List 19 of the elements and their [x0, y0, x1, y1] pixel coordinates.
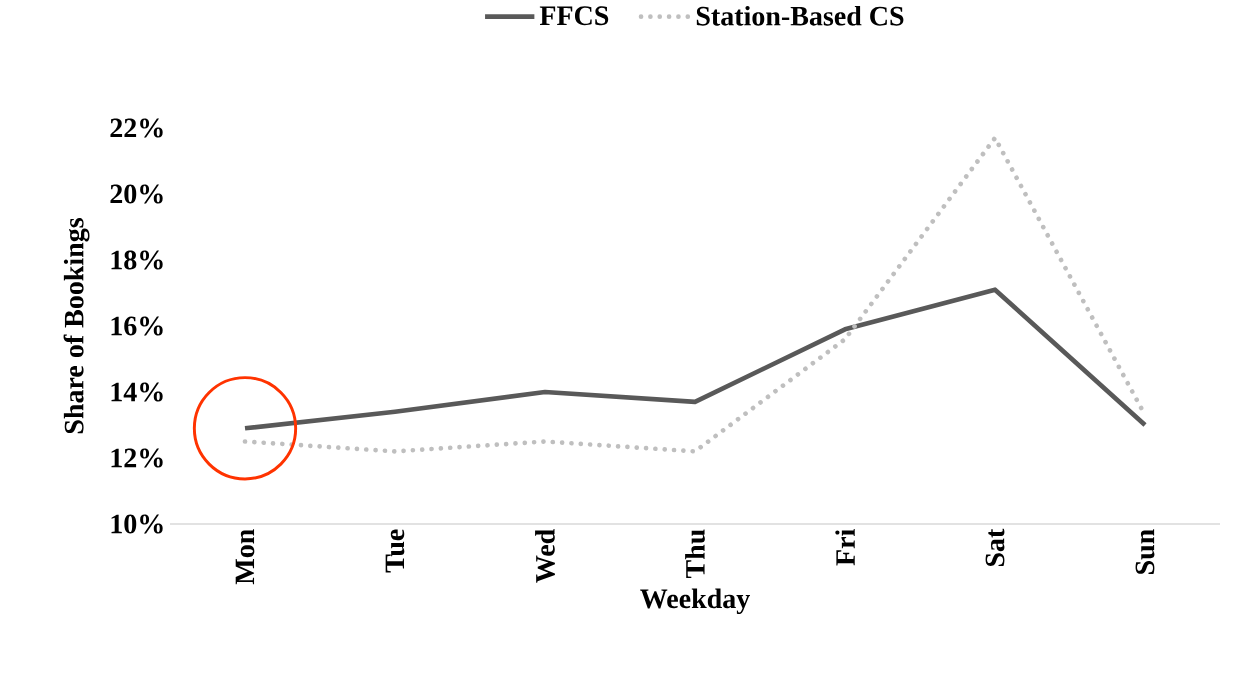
y-axis-title: Share of Bookings [63, 218, 90, 434]
x-tick-label: Sun [1135, 529, 1155, 574]
x-tick-label: Wed [535, 529, 555, 583]
legend-label: FFCS [539, 6, 609, 26]
y-tick-label: 10% [111, 514, 163, 534]
y-tick-label: 20% [110, 184, 163, 204]
x-tick-label: Sat [985, 528, 1005, 567]
x-tick-label: Mon [235, 529, 255, 585]
x-tick-label: Tue [385, 529, 405, 573]
y-tick-label: 22% [110, 118, 163, 138]
y-tick-label: 12% [111, 448, 163, 468]
y-tick-label: 18% [111, 250, 163, 270]
line-series [242, 287, 1148, 431]
x-axis-title: Weekday [640, 588, 750, 614]
y-tick-label: 16% [111, 316, 163, 336]
legend-label: Station-Based CS [696, 5, 904, 26]
y-tick-label: 14% [111, 382, 163, 402]
x-tick-label: Thu [685, 529, 705, 579]
x-tick-label: Fri [835, 529, 855, 566]
